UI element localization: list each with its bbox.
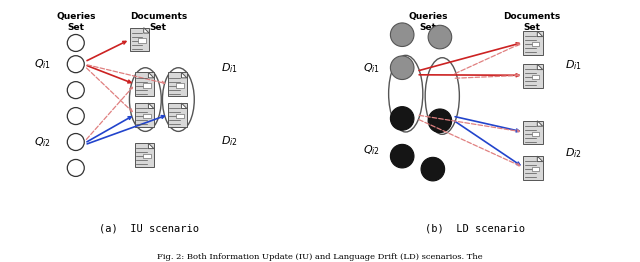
Text: $D_{i2}$: $D_{i2}$ [564, 146, 582, 160]
Bar [143, 114, 150, 118]
Text: (b)  LD scenario: (b) LD scenario [426, 224, 525, 234]
Polygon shape [148, 103, 154, 108]
Circle shape [67, 108, 84, 124]
Circle shape [421, 157, 445, 181]
Bar [130, 28, 149, 51]
Text: $D_{i2}$: $D_{i2}$ [221, 134, 237, 148]
Bar [168, 103, 187, 127]
Text: $D_{i1}$: $D_{i1}$ [564, 58, 582, 72]
Text: Queries
Set: Queries Set [408, 12, 448, 32]
Polygon shape [538, 156, 543, 162]
Text: Queries
Set: Queries Set [56, 12, 95, 32]
Circle shape [67, 35, 84, 51]
Bar [143, 83, 150, 88]
Bar [134, 103, 154, 127]
Circle shape [390, 56, 414, 80]
Circle shape [67, 160, 84, 176]
Text: (a)  IU scenario: (a) IU scenario [99, 224, 199, 234]
Text: $Q_{i2}$: $Q_{i2}$ [363, 143, 380, 157]
Text: $Q_{i2}$: $Q_{i2}$ [35, 135, 51, 149]
Circle shape [67, 134, 84, 150]
Text: $Q_{i1}$: $Q_{i1}$ [34, 57, 51, 71]
Polygon shape [538, 31, 543, 37]
Bar [176, 83, 184, 88]
Bar [524, 156, 543, 180]
Circle shape [67, 82, 84, 99]
Bar [524, 64, 543, 88]
Bar [138, 39, 146, 43]
Circle shape [390, 107, 414, 130]
Polygon shape [181, 72, 187, 78]
Polygon shape [538, 121, 543, 126]
Bar [524, 31, 543, 55]
Text: Documents
Set: Documents Set [503, 12, 561, 32]
Bar [134, 143, 154, 167]
Circle shape [390, 144, 414, 168]
Bar [524, 121, 543, 144]
Polygon shape [148, 143, 154, 149]
Bar [176, 114, 184, 118]
Circle shape [428, 109, 452, 133]
Bar [532, 132, 540, 136]
Polygon shape [144, 28, 149, 33]
Polygon shape [148, 72, 154, 78]
Polygon shape [181, 103, 187, 108]
Bar [134, 73, 154, 96]
Circle shape [428, 25, 452, 49]
Text: $D_{i1}$: $D_{i1}$ [221, 61, 237, 75]
Polygon shape [538, 64, 543, 70]
Text: Documents
Set: Documents Set [130, 12, 187, 32]
Bar [168, 73, 187, 96]
Bar [532, 167, 540, 171]
Text: $Q_{i1}$: $Q_{i1}$ [363, 61, 380, 75]
Bar [532, 75, 540, 79]
Text: Fig. 2: Both Information Update (IU) and Language Drift (LD) scenarios. The: Fig. 2: Both Information Update (IU) and… [157, 253, 483, 261]
Circle shape [390, 23, 414, 47]
Bar [143, 154, 150, 158]
Circle shape [67, 56, 84, 73]
Bar [532, 42, 540, 46]
